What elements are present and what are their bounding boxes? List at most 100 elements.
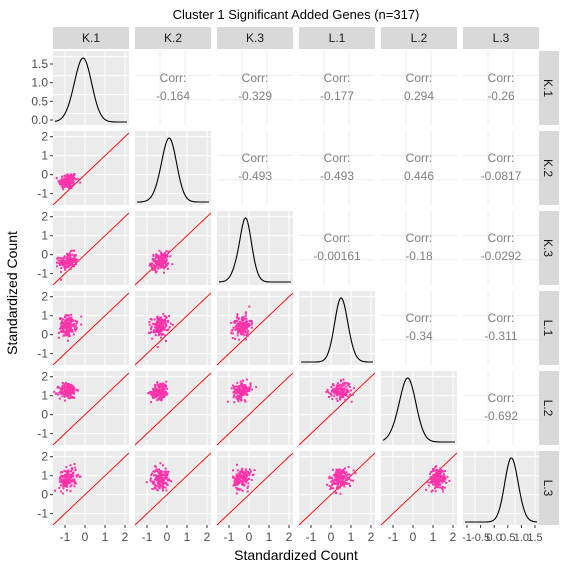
- data-point: [70, 313, 73, 316]
- data-point: [247, 471, 249, 473]
- data-point: [67, 256, 70, 259]
- data-point: [250, 323, 253, 326]
- row-strip-label: L.1: [541, 320, 555, 337]
- x-tick-label: 0: [328, 530, 335, 544]
- data-point: [153, 487, 156, 490]
- data-point: [241, 322, 244, 325]
- data-point: [240, 476, 243, 479]
- data-point: [239, 328, 242, 331]
- data-point: [67, 181, 70, 184]
- data-point: [433, 480, 435, 483]
- data-point: [240, 389, 243, 392]
- data-point: [70, 473, 73, 476]
- data-point: [240, 474, 243, 477]
- data-point: [244, 387, 247, 389]
- data-point: [69, 255, 72, 258]
- data-point: [57, 259, 60, 262]
- data-point: [237, 398, 240, 401]
- data-point: [67, 335, 70, 338]
- data-point: [68, 252, 71, 255]
- data-point: [59, 476, 62, 479]
- data-point: [56, 386, 59, 389]
- data-point: [336, 388, 338, 391]
- data-point: [61, 388, 64, 391]
- data-point: [333, 388, 336, 390]
- y-tick-label: 0.5: [31, 94, 48, 108]
- data-point: [166, 267, 169, 270]
- data-point: [61, 176, 64, 179]
- data-point: [238, 488, 241, 491]
- data-point: [246, 320, 249, 323]
- data-point: [60, 278, 63, 281]
- data-point: [333, 390, 336, 393]
- data-point: [157, 386, 160, 389]
- data-point: [70, 177, 73, 180]
- data-point: [343, 470, 346, 473]
- data-point: [245, 469, 248, 472]
- data-point: [59, 317, 61, 320]
- data-point: [440, 470, 442, 473]
- data-point: [157, 265, 160, 268]
- data-point: [72, 182, 75, 185]
- data-point: [65, 480, 68, 483]
- data-point: [341, 476, 344, 479]
- data-point: [444, 476, 446, 479]
- data-point: [60, 259, 63, 262]
- data-point: [333, 479, 336, 481]
- data-point: [236, 316, 238, 319]
- data-point: [54, 489, 56, 492]
- data-point: [442, 480, 445, 483]
- data-point: [434, 490, 437, 493]
- data-point: [163, 254, 166, 257]
- data-point: [243, 327, 246, 330]
- data-point: [58, 486, 61, 489]
- data-point: [73, 485, 76, 488]
- density-curve: [54, 57, 127, 123]
- data-point: [70, 316, 73, 319]
- data-point: [233, 401, 236, 404]
- data-point: [154, 260, 156, 263]
- data-point: [61, 492, 64, 495]
- data-point: [167, 470, 170, 473]
- density-curve: [137, 137, 209, 203]
- data-point: [68, 392, 71, 395]
- data-point: [328, 484, 331, 487]
- data-point: [342, 382, 345, 385]
- data-point: [57, 332, 60, 335]
- corr-value: -0.00161: [313, 249, 361, 263]
- data-point: [164, 322, 167, 325]
- row-strip-label: L.2: [541, 400, 555, 417]
- data-point: [156, 330, 159, 333]
- data-point: [232, 326, 235, 329]
- data-point: [65, 182, 68, 185]
- data-point: [162, 333, 165, 336]
- data-point: [65, 390, 68, 393]
- data-point: [343, 474, 346, 477]
- data-point: [63, 175, 66, 178]
- data-point: [232, 469, 235, 472]
- data-point: [58, 391, 61, 394]
- data-point: [166, 387, 169, 390]
- data-point: [434, 482, 437, 485]
- corr-value: -0.493: [320, 169, 354, 183]
- data-point: [429, 481, 432, 484]
- column-strip: [135, 27, 211, 49]
- data-point: [70, 476, 73, 479]
- data-point: [162, 327, 165, 329]
- data-point: [167, 319, 169, 322]
- x-tick-label: -0.5: [471, 532, 490, 544]
- data-point: [238, 386, 240, 388]
- x-tick-label: -1: [142, 530, 153, 544]
- x-tick-label: -1: [462, 532, 472, 544]
- data-point: [59, 477, 62, 480]
- data-point: [346, 384, 349, 387]
- data-point: [339, 397, 342, 400]
- y-tick-label: 1.5: [31, 57, 48, 71]
- data-point: [253, 469, 256, 472]
- data-point: [152, 389, 155, 392]
- data-point: [80, 323, 83, 326]
- data-point: [248, 320, 251, 323]
- data-point: [154, 326, 157, 329]
- data-point: [234, 385, 237, 388]
- y-tick-label: 0: [41, 408, 48, 422]
